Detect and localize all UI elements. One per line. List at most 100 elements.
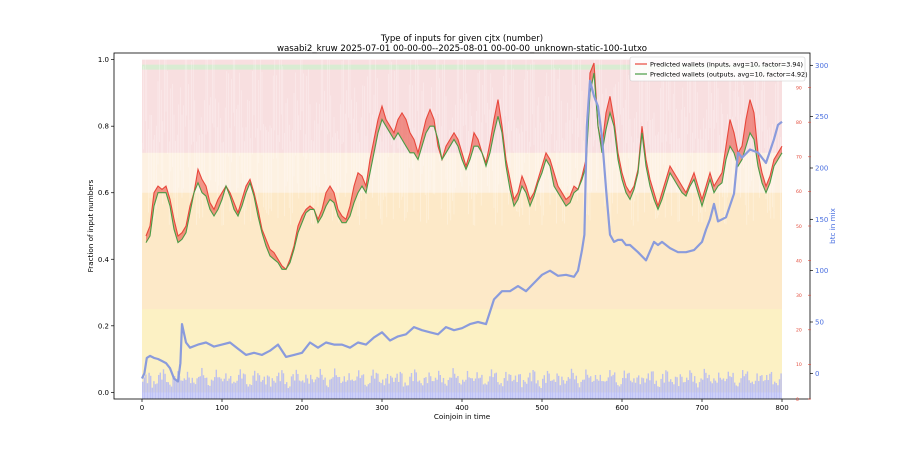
count-bar: [230, 376, 232, 399]
count-bar: [145, 374, 147, 399]
count-bar: [169, 384, 171, 399]
count-bar: [646, 378, 648, 399]
count-bar: [150, 375, 152, 399]
count-bar: [281, 370, 283, 399]
count-bar: [340, 382, 342, 399]
count-bar: [222, 381, 224, 399]
count-bar: [714, 380, 717, 399]
diff-fill-segment: [402, 112, 406, 147]
diff-fill-segment: [450, 132, 454, 147]
count-bar: [474, 378, 477, 399]
count-bar: [254, 370, 256, 399]
count-bar: [257, 373, 259, 399]
count-bar: [668, 381, 670, 399]
count-bar: [767, 380, 769, 399]
diff-fill-segment: [406, 119, 410, 153]
count-bar: [514, 375, 517, 399]
count-bar: [665, 370, 667, 399]
count-bar: [487, 381, 489, 399]
count-bar: [526, 383, 528, 399]
count-bar: [353, 380, 355, 399]
count-bar: [737, 386, 739, 399]
count-bar: [398, 381, 400, 399]
count-bar: [447, 380, 449, 399]
count-bar: [201, 367, 203, 399]
count-bar: [660, 378, 662, 399]
count-bar: [602, 381, 605, 399]
count-bar: [436, 379, 438, 399]
count-bar: [372, 369, 374, 399]
x-tick-label: 200: [295, 404, 308, 412]
diff-fill-segment: [390, 126, 394, 140]
count-bar: [180, 380, 182, 399]
count-bar: [262, 380, 264, 399]
count-bar: [682, 382, 685, 399]
count-bar: [311, 379, 313, 399]
count-bar: [729, 376, 731, 399]
legend-label-inputs: Predicted wallets (inputs, avg=10, facto…: [650, 61, 803, 69]
count-bar: [710, 381, 712, 399]
count-bar: [454, 373, 456, 399]
x-tick-label: 700: [695, 404, 708, 412]
count-bar: [530, 381, 533, 399]
diff-fill-segment: [374, 119, 378, 153]
count-bar: [361, 375, 363, 399]
count-bar: [590, 376, 592, 399]
count-bar: [274, 382, 277, 399]
count-bar: [342, 381, 344, 399]
count-bar: [583, 379, 585, 399]
count-bar: [663, 382, 665, 399]
diff-fill-segment: [266, 239, 270, 256]
count-bar: [503, 378, 505, 399]
count-bar: [426, 383, 429, 399]
count-bar: [162, 369, 165, 399]
count-bar: [202, 375, 205, 399]
count-bar: [369, 382, 371, 399]
count-bar: [649, 380, 651, 399]
count-bar: [644, 382, 646, 399]
count-bar: [650, 371, 653, 399]
count-bar: [324, 377, 326, 399]
diff-fill-segment: [474, 132, 478, 147]
count-bar: [383, 385, 385, 399]
y-tick-label: 1.0: [98, 56, 109, 64]
count-bar: [516, 382, 518, 399]
count-bar: [226, 380, 229, 399]
count-bar: [154, 384, 157, 399]
count-bar: [374, 378, 376, 399]
diff-fill-segment: [146, 226, 150, 243]
count-bar: [396, 373, 398, 399]
diff-fill-segment: [570, 186, 574, 203]
count-bar: [332, 377, 334, 399]
count-bar: [271, 378, 273, 399]
count-bar: [724, 381, 726, 399]
count-bar: [316, 376, 318, 399]
count-bar: [642, 378, 645, 399]
count-bar: [609, 370, 611, 399]
legend: Predicted wallets (inputs, avg=10, facto…: [629, 56, 808, 82]
count-bar: [623, 370, 625, 399]
count-bar: [228, 378, 230, 399]
count-bar: [351, 379, 353, 399]
diff-fill-segment: [606, 96, 610, 130]
y3-tick-label: 90: [796, 85, 802, 91]
count-bar: [409, 376, 411, 399]
count-bar: [188, 377, 190, 399]
count-bar: [441, 382, 443, 399]
count-bar: [722, 378, 725, 399]
diff-fill-segment: [774, 152, 778, 167]
count-bar: [582, 379, 584, 399]
count-bar: [486, 384, 488, 399]
count-bar: [183, 378, 185, 399]
count-bar: [711, 383, 713, 399]
y2-tick-label: 200: [815, 164, 828, 172]
count-bar: [362, 374, 365, 399]
count-bar: [407, 385, 409, 399]
count-bar: [532, 370, 534, 399]
count-bar: [510, 374, 512, 399]
x-tick-label: 300: [375, 404, 388, 412]
count-bar: [505, 371, 507, 399]
count-bar: [289, 386, 291, 399]
x-tick-label: 500: [535, 404, 548, 412]
count-bar: [542, 378, 544, 399]
